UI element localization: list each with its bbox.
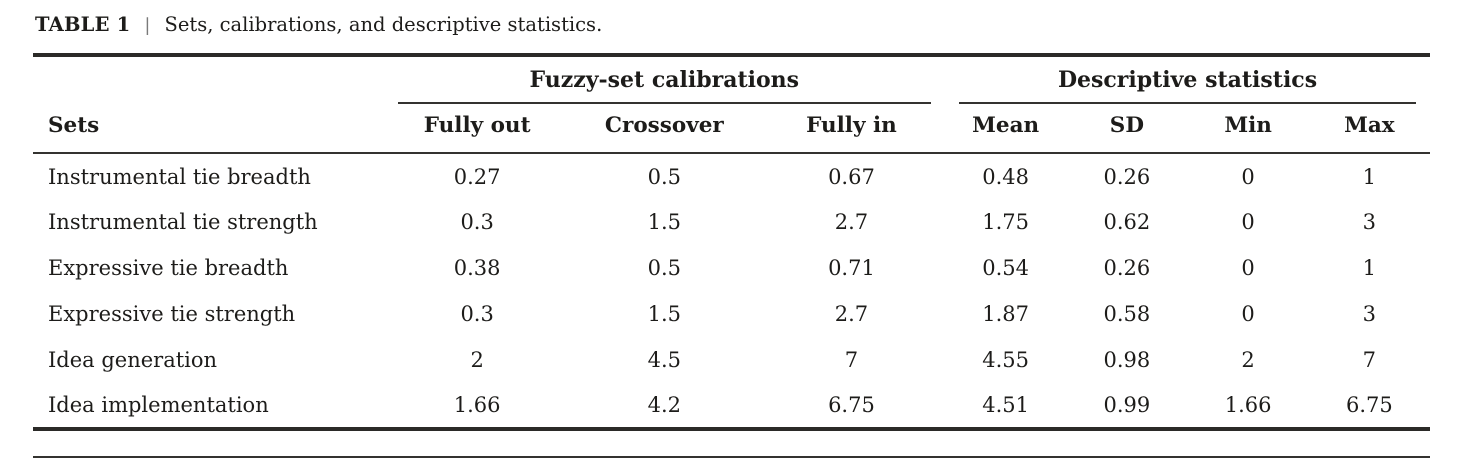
table-cell: 2 bbox=[1241, 348, 1255, 372]
column-header-mean: Mean bbox=[945, 104, 1067, 154]
table-cell: 0.99 bbox=[1103, 393, 1151, 417]
column-header-sets: Sets bbox=[33, 104, 384, 154]
table-cell: 1.66 bbox=[1224, 393, 1272, 417]
table-cell: 2 bbox=[470, 348, 484, 372]
table-cell: 1 bbox=[1362, 164, 1377, 189]
table-row: Expressive tie strength 0.3 1.5 2.7 1.87… bbox=[33, 291, 1430, 337]
table-cell: 0.26 bbox=[1103, 256, 1151, 280]
table-cell: 0.98 bbox=[1103, 348, 1151, 372]
group-header-spacer bbox=[33, 55, 384, 104]
table-cell: 7 bbox=[1362, 348, 1377, 372]
table-cell: 0.71 bbox=[828, 256, 875, 280]
table-cell: 0 bbox=[1241, 210, 1255, 234]
table-cell: 0 bbox=[1241, 256, 1255, 280]
table-cell: 3 bbox=[1362, 210, 1377, 234]
table-cell: 0.5 bbox=[647, 256, 681, 280]
table-caption-label: TABLE 1 bbox=[35, 13, 131, 36]
table-cell: 4.51 bbox=[982, 393, 1030, 417]
table-cell: 4.5 bbox=[647, 348, 681, 372]
table-cell: 0 bbox=[1241, 164, 1255, 189]
table-cell: 0.48 bbox=[982, 164, 1030, 189]
group-header-label: Fuzzy-set calibrations bbox=[529, 67, 800, 93]
table-cell: 4.55 bbox=[982, 348, 1030, 372]
bottom-rule bbox=[33, 456, 1430, 458]
table-cell: 1.66 bbox=[453, 393, 501, 417]
table-caption: TABLE 1 | Sets, calibrations, and descri… bbox=[33, 0, 1430, 38]
table-row: Idea implementation 1.66 4.2 6.75 4.51 0… bbox=[33, 383, 1430, 429]
table-cell: 3 bbox=[1362, 302, 1377, 326]
column-header-min: Min bbox=[1187, 104, 1309, 154]
table-caption-separator: | bbox=[144, 15, 151, 36]
table-cell: 0.3 bbox=[460, 210, 494, 234]
group-header-underline: Descriptive statistics bbox=[959, 57, 1416, 104]
column-header-crossover: Crossover bbox=[570, 104, 758, 154]
group-header-label: Descriptive statistics bbox=[1057, 67, 1318, 93]
table-cell: 0.58 bbox=[1103, 302, 1151, 326]
stats-table: Fuzzy-set calibrations Descriptive stati… bbox=[33, 53, 1430, 431]
table-cell: 2.7 bbox=[834, 210, 869, 234]
table-caption-text: Sets, calibrations, and descriptive stat… bbox=[164, 13, 603, 36]
table-cell: 1.75 bbox=[982, 210, 1030, 234]
table-cell: 1 bbox=[1362, 256, 1377, 280]
column-header-sd: SD bbox=[1066, 104, 1188, 154]
table-cell: 0.27 bbox=[453, 164, 501, 189]
group-header-underline: Fuzzy-set calibrations bbox=[397, 57, 932, 104]
table-cell: 6.75 bbox=[828, 393, 875, 417]
column-header-row: Sets Fully out Crossover Fully in Mean S… bbox=[33, 104, 1430, 154]
row-label: Idea generation bbox=[48, 348, 218, 372]
group-header-row: Fuzzy-set calibrations Descriptive stati… bbox=[33, 55, 1430, 104]
table-cell: 0.26 bbox=[1103, 164, 1151, 189]
table-cell: 1.87 bbox=[982, 302, 1030, 326]
table-cell: 4.2 bbox=[647, 393, 681, 417]
table-row: Expressive tie breadth 0.38 0.5 0.71 0.5… bbox=[33, 245, 1430, 291]
table-cell: 6.75 bbox=[1345, 393, 1393, 417]
table-cell: 0.67 bbox=[828, 164, 875, 189]
table-cell: 0.54 bbox=[982, 256, 1030, 280]
column-header-fully-in: Fully in bbox=[757, 104, 946, 154]
table-cell: 2.7 bbox=[834, 302, 869, 326]
column-header-fully-out: Fully out bbox=[383, 104, 571, 154]
table-cell: 0.5 bbox=[647, 164, 681, 189]
table-row: Instrumental tie breadth 0.27 0.5 0.67 0… bbox=[33, 153, 1430, 199]
column-header-max: Max bbox=[1308, 104, 1430, 154]
row-label: Expressive tie breadth bbox=[48, 256, 289, 280]
table-cell: 0.3 bbox=[460, 302, 494, 326]
table-cell: 1.5 bbox=[647, 210, 681, 234]
table-cell: 0.38 bbox=[453, 256, 501, 280]
row-label: Instrumental tie strength bbox=[48, 210, 318, 234]
table-cell: 0 bbox=[1241, 302, 1255, 326]
row-label: Instrumental tie breadth bbox=[48, 164, 311, 189]
group-header-descriptive-statistics: Descriptive statistics bbox=[945, 55, 1430, 104]
table-row: Idea generation 2 4.5 7 4.55 0.98 2 7 bbox=[33, 337, 1430, 383]
group-header-fuzzy-set-calibrations: Fuzzy-set calibrations bbox=[384, 55, 945, 104]
row-label: Expressive tie strength bbox=[48, 302, 296, 326]
table-cell: 1.5 bbox=[647, 302, 681, 326]
table-cell: 0.62 bbox=[1103, 210, 1151, 234]
row-label: Idea implementation bbox=[48, 393, 269, 417]
table-cell: 7 bbox=[844, 348, 859, 372]
table-row: Instrumental tie strength 0.3 1.5 2.7 1.… bbox=[33, 199, 1430, 245]
